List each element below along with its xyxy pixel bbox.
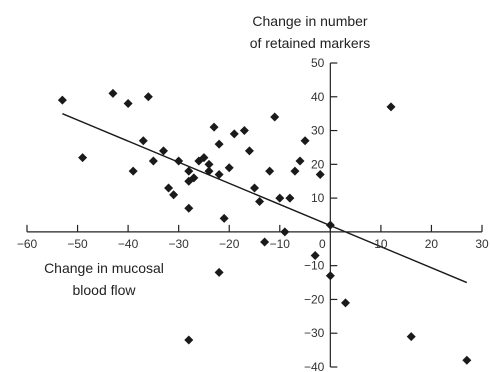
data-point xyxy=(295,156,305,166)
data-point xyxy=(199,153,209,163)
data-point xyxy=(386,102,396,112)
x-tick-label: −50 xyxy=(67,237,88,251)
y-tick-label: 10 xyxy=(311,191,325,205)
data-point xyxy=(143,92,153,102)
data-point xyxy=(214,139,224,149)
data-point xyxy=(310,251,320,261)
data-point xyxy=(108,88,118,98)
data-point xyxy=(219,213,229,223)
data-point xyxy=(265,166,275,176)
data-point xyxy=(123,99,133,109)
data-point xyxy=(189,173,199,183)
y-tick-label: −10 xyxy=(304,259,325,273)
data-point xyxy=(270,112,280,122)
data-point xyxy=(250,183,259,193)
y-tick-label: −20 xyxy=(304,292,325,306)
x-tick-label: −20 xyxy=(219,237,240,251)
data-point xyxy=(315,169,325,179)
data-point xyxy=(224,163,234,173)
data-point xyxy=(169,190,179,200)
x-tick-label: 0 xyxy=(319,237,326,251)
x-axis-title-line-1: Change in mucosal xyxy=(44,260,164,276)
regression-line xyxy=(62,113,468,284)
data-point xyxy=(164,183,174,193)
data-point xyxy=(78,153,88,163)
y-axis-title-line-2: of retained markers xyxy=(250,35,371,51)
data-point xyxy=(128,166,138,176)
data-point xyxy=(325,271,335,281)
x-tick-label: −10 xyxy=(270,237,291,251)
data-point xyxy=(285,193,295,203)
data-point xyxy=(148,156,158,166)
x-tick-label: 30 xyxy=(475,237,489,251)
data-point xyxy=(239,126,249,136)
data-point xyxy=(341,298,350,308)
y-tick-label: 30 xyxy=(311,124,325,138)
data-point xyxy=(290,166,300,176)
y-tick-label: 20 xyxy=(311,157,325,171)
data-point xyxy=(209,122,219,132)
data-point xyxy=(255,196,265,206)
x-tick-label: 20 xyxy=(425,237,439,251)
data-point xyxy=(275,193,285,203)
data-point xyxy=(214,267,224,277)
data-point xyxy=(204,159,214,169)
data-point xyxy=(462,355,472,365)
data-point xyxy=(204,166,214,176)
data-point xyxy=(280,227,290,237)
y-tick-label: 40 xyxy=(311,90,325,104)
data-point xyxy=(184,203,194,213)
x-tick-label: −30 xyxy=(168,237,189,251)
ticks: −60 −50 −40 −30 −20 −10 0 10 20 30 −40 −30 −20 −10 10 2… xyxy=(17,56,489,372)
data-point xyxy=(406,332,416,342)
x-tick-label: 10 xyxy=(374,237,388,251)
y-tick-label: −30 xyxy=(304,326,325,340)
axes xyxy=(27,63,482,367)
data-point xyxy=(184,166,194,176)
data-point xyxy=(300,136,310,146)
data-point xyxy=(184,335,194,345)
data-point xyxy=(325,220,335,230)
y-axis-title-line-1: Change in number xyxy=(252,13,368,29)
data-point xyxy=(260,237,270,247)
data-point xyxy=(244,146,254,156)
data-point xyxy=(229,129,239,139)
x-tick-label: −60 xyxy=(17,237,38,251)
y-tick-label: 50 xyxy=(311,56,325,70)
trend-line-layer xyxy=(62,113,468,284)
data-point xyxy=(214,169,224,179)
data-points xyxy=(57,88,472,365)
data-point xyxy=(57,95,67,105)
x-axis-title-line-2: blood flow xyxy=(72,282,136,298)
data-point xyxy=(138,136,148,146)
data-point xyxy=(159,146,168,156)
x-tick-label: −40 xyxy=(118,237,139,251)
y-tick-label: −40 xyxy=(304,360,325,372)
data-point xyxy=(174,156,184,166)
